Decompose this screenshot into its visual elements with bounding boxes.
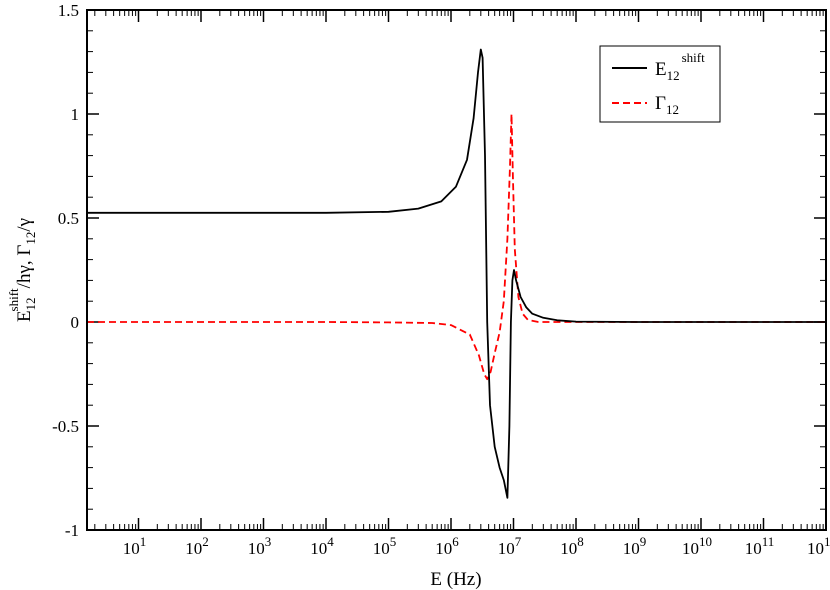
x-tick-label: 107 (498, 534, 522, 558)
x-tick-label: 106 (435, 534, 459, 558)
legend-label-1: Γ12 (655, 93, 679, 117)
x-tick-label: 1011 (745, 534, 775, 558)
legend-box (599, 45, 721, 123)
y-tick-label: 0 (71, 313, 80, 332)
y-label-part: 12 (23, 232, 38, 245)
y-axis-label: E12shift/hγ, Γ12/γ (6, 218, 38, 322)
plot-frame (86, 9, 827, 531)
y-tick-label: -1 (65, 521, 79, 540)
series-line-0 (87, 48, 826, 499)
legend-label-0: E12shift (655, 50, 705, 83)
y-tick-label: -0.5 (52, 417, 79, 436)
y-tick-label: 0.5 (58, 209, 79, 228)
x-tick-label: 104 (310, 534, 334, 558)
y-label-part: shift (6, 288, 21, 312)
y-tick-label: 1.5 (58, 1, 79, 20)
x-tick-label: 105 (373, 534, 397, 558)
x-axis-label: E (Hz) (430, 569, 481, 590)
x-tick-label: 103 (248, 534, 272, 558)
x-tick-label: 102 (185, 534, 209, 558)
y-label-part: /γ (14, 218, 35, 232)
series-line-1 (87, 113, 826, 381)
x-tick-label: 101 (123, 534, 147, 558)
y-tick-label: 1 (71, 105, 80, 124)
x-tick-label: 1012 (807, 534, 830, 558)
legend: E12shift Γ12 (599, 45, 721, 123)
y-label-part: E (14, 310, 35, 322)
x-tick-label: 108 (560, 534, 584, 558)
series-layer (87, 48, 826, 499)
y-label-part: 12 (23, 297, 38, 310)
svg-text:E12shift/hγ, Γ12/γ: E12shift/hγ, Γ12/γ (6, 218, 38, 322)
x-tick-label: 1010 (682, 534, 712, 558)
y-label-part: /hγ, Γ (14, 245, 35, 289)
x-tick-label: 109 (623, 534, 647, 558)
